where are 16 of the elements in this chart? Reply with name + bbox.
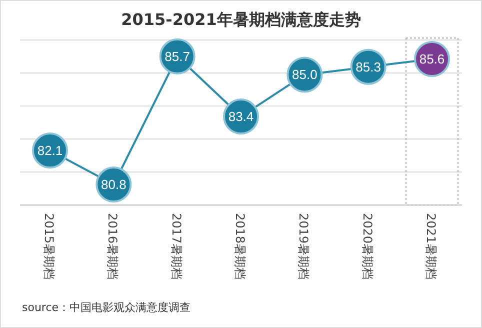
data-label: 85.0	[292, 67, 318, 82]
data-label: 85.6	[419, 52, 445, 67]
data-label: 85.7	[164, 48, 190, 64]
x-tick-label: 2017暑期档	[169, 213, 184, 280]
x-tick-label: 2018暑期档	[233, 213, 247, 280]
chart-title: 2015-2021年暑期档满意度走势	[121, 10, 361, 29]
x-tick-label: 2019暑期档	[296, 213, 311, 280]
x-tick-label: 2021暑期档	[424, 213, 438, 280]
data-label: 80.8	[101, 177, 126, 192]
x-tick-label: 2016暑期档	[106, 213, 120, 280]
source-note: source：中国电影观众满意度调查	[22, 301, 191, 314]
data-label: 83.4	[228, 109, 254, 124]
data-label: 82.1	[37, 143, 63, 158]
x-tick-label: 2020暑期档	[360, 213, 374, 280]
x-tick-label: 2015暑期档	[42, 213, 56, 280]
data-label: 85.3	[356, 59, 381, 74]
